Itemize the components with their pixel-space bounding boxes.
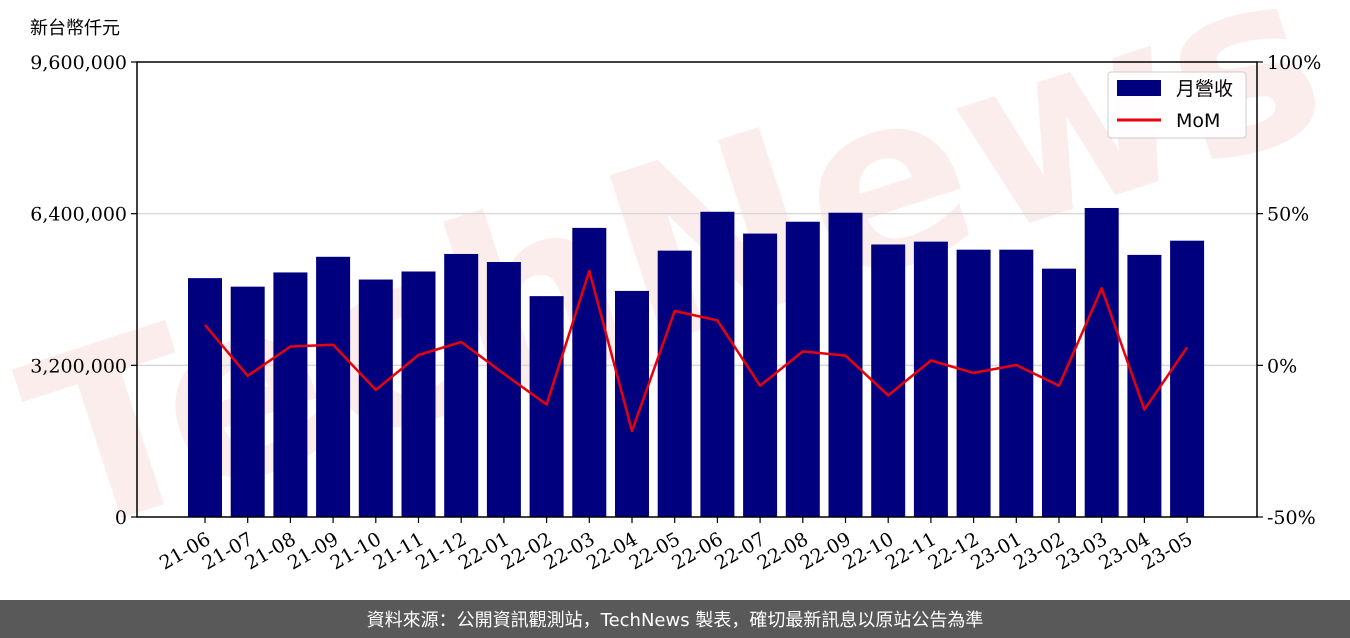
revenue-bar [785, 221, 820, 518]
right-axis-tick-label: 0% [1267, 355, 1297, 377]
revenue-bar [188, 278, 222, 517]
left-axis-tick-label: 3,200,000 [30, 355, 127, 377]
revenue-bar [700, 211, 735, 518]
left-axis-tick-label: 6,400,000 [30, 204, 127, 226]
legend-label-revenue: 月營收 [1176, 78, 1233, 100]
mom-line [204, 269, 1189, 433]
revenue-chart: TechNews 03,200,0006,400,0009,600,000-50… [0, 0, 1350, 591]
revenue-bar [1170, 240, 1205, 517]
revenue-bar [572, 227, 607, 517]
revenue-bar [444, 253, 479, 517]
revenue-bar [273, 272, 308, 517]
right-axis-tick-label: 100% [1267, 52, 1321, 74]
legend-label-mom: MoM [1176, 110, 1220, 132]
mom-line-series [204, 269, 1189, 433]
revenue-bar [871, 244, 906, 518]
revenue-bar [316, 256, 351, 517]
revenue-bar [486, 262, 521, 517]
right-axis-tick-label: -50% [1267, 507, 1316, 529]
revenue-bar [401, 271, 436, 517]
legend-bar-swatch [1117, 80, 1161, 96]
revenue-bar [913, 241, 948, 518]
revenue-bar [1042, 268, 1076, 517]
source-footer: 資料來源：公開資訊觀測站，TechNews 製表，確切最新訊息以原站公告為準 [0, 600, 1350, 638]
revenue-bar [230, 286, 265, 517]
revenue-bar [657, 250, 692, 517]
plot-frame [136, 61, 1258, 518]
y-axis-unit-label: 新台幣仟元 [30, 18, 120, 39]
revenue-bar [1127, 254, 1162, 517]
revenue-bar [828, 212, 863, 517]
right-axis-tick-label: 50% [1267, 204, 1309, 226]
revenue-bar [956, 249, 991, 517]
legend: 月營收 MoM [1107, 71, 1247, 139]
revenue-bar [358, 279, 393, 517]
revenue-bar [999, 249, 1034, 517]
revenue-bar [615, 290, 649, 517]
revenue-bar [1084, 207, 1119, 517]
revenue-bars [188, 207, 1205, 518]
left-axis-tick-label: 0 [115, 507, 127, 529]
revenue-bar [529, 296, 564, 517]
footer-text: 資料來源：公開資訊觀測站，TechNews 製表，確切最新訊息以原站公告為準 [366, 610, 984, 631]
left-axis-tick-label: 9,600,000 [30, 52, 127, 74]
